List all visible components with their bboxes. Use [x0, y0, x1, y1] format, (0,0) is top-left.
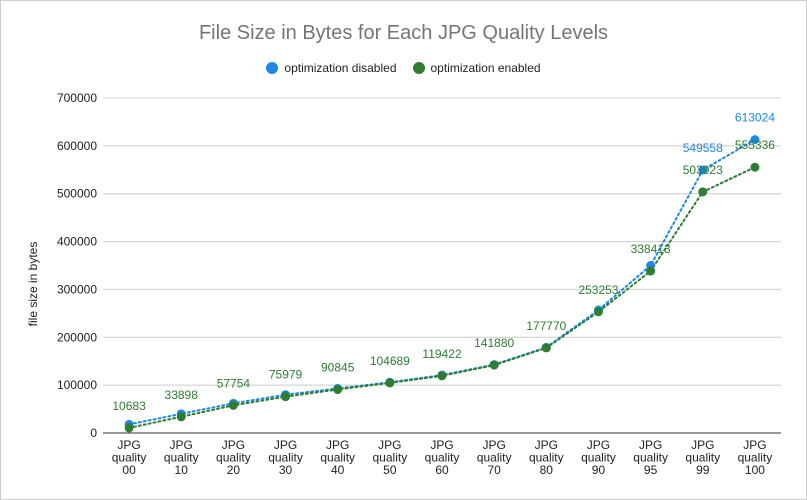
y-tick-label: 200000	[57, 330, 97, 344]
y-tick-label: 300000	[57, 282, 97, 296]
series-points	[124, 135, 760, 433]
legend-marker-enabled	[412, 62, 425, 74]
x-tick-label: JPG quality 90	[581, 438, 616, 477]
data-point[interactable]	[228, 400, 238, 410]
x-tick-label: JPG quality 10	[164, 438, 199, 477]
x-axis-ticks: JPG quality 00 JPG quality 10 JPG quality 20 JPG q…	[112, 438, 773, 477]
x-tick-label: JPG quality 40	[320, 438, 355, 477]
chart-title: File Size in Bytes for Each JPG Quality …	[198, 22, 609, 44]
y-tick-label: 700000	[57, 91, 97, 105]
data-point[interactable]	[124, 423, 134, 433]
x-tick-label: JPG quality 00	[112, 438, 147, 477]
data-label: 549558	[683, 141, 723, 155]
y-tick-label: 100000	[57, 378, 97, 392]
x-tick-label: JPG quality 70	[477, 438, 512, 477]
x-tick-label: JPG quality 60	[425, 438, 460, 477]
data-label: 253253	[578, 283, 618, 297]
data-point[interactable]	[541, 343, 551, 353]
legend-item-disabled[interactable]: optimization disabled	[266, 61, 397, 75]
data-label: 503923	[683, 163, 723, 177]
data-label: 104689	[370, 354, 410, 368]
data-label: 555336	[735, 138, 775, 152]
data-point[interactable]	[489, 360, 499, 370]
x-tick-label: JPG quality 50	[373, 438, 408, 477]
data-point[interactable]	[750, 162, 760, 172]
data-label: 33898	[165, 388, 199, 402]
y-tick-label: 500000	[57, 187, 97, 201]
data-point[interactable]	[698, 165, 708, 175]
y-tick-label: 0	[90, 426, 97, 440]
data-labels: 549558 613024 10683 33898 57754 75979 90845 104…	[112, 111, 775, 413]
chart-legend: optimization disabled optimization enabl…	[1, 61, 806, 75]
data-point[interactable]	[385, 378, 395, 388]
data-point[interactable]	[176, 412, 186, 422]
y-axis-ticks: 0 100000 200000 300000 400000 500000 600000 700…	[57, 91, 97, 440]
data-point[interactable]	[333, 385, 343, 395]
data-point[interactable]	[750, 135, 760, 145]
data-point[interactable]	[437, 371, 447, 381]
x-tick-label: JPG quality 80	[529, 438, 564, 477]
data-point[interactable]	[698, 187, 708, 197]
y-tick-label: 400000	[57, 235, 97, 249]
data-label: 90845	[321, 361, 355, 375]
x-tick-label: JPG quality 100	[738, 438, 773, 477]
data-label: 10683	[112, 399, 146, 413]
legend-label-disabled: optimization disabled	[284, 61, 397, 75]
data-point[interactable]	[281, 392, 291, 402]
data-label: 613024	[735, 111, 775, 125]
x-tick-label: JPG quality 95	[633, 438, 668, 477]
data-label: 177770	[526, 319, 566, 333]
legend-label-enabled: optimization enabled	[430, 61, 541, 75]
y-tick-label: 600000	[57, 139, 97, 153]
x-tick-label: JPG quality 20	[216, 438, 251, 477]
data-label: 338413	[631, 242, 671, 256]
legend-marker-disabled	[266, 62, 279, 74]
data-label: 75979	[269, 368, 303, 382]
x-tick-label: JPG quality 99	[685, 438, 720, 477]
x-tick-label: JPG quality 30	[268, 438, 303, 477]
data-label: 119422	[422, 347, 461, 361]
data-label: 141880	[474, 336, 514, 350]
data-point[interactable]	[646, 266, 656, 276]
data-point[interactable]	[593, 307, 603, 317]
gridlines	[103, 97, 781, 434]
legend-item-enabled[interactable]: optimization enabled	[412, 61, 541, 75]
data-label: 57754	[217, 376, 251, 390]
y-axis-label: file size in bytes	[26, 242, 40, 327]
